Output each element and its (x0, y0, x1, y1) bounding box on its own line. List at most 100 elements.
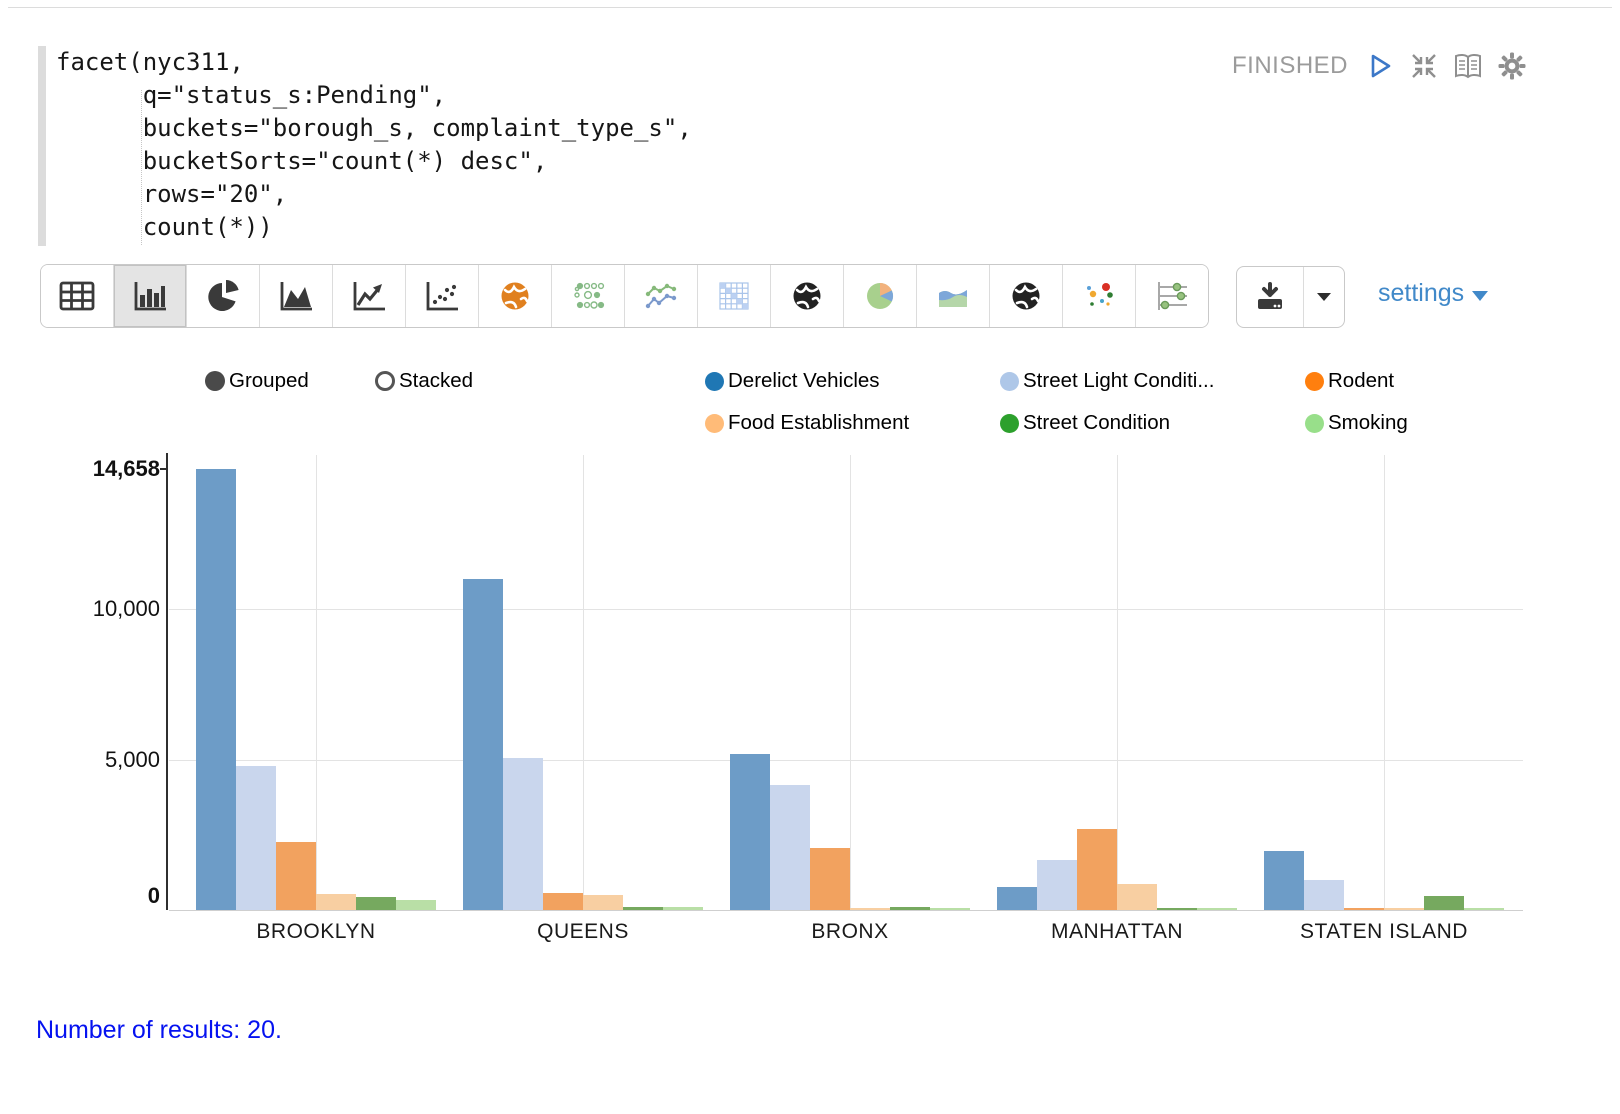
legend-item[interactable]: Street Light Conditi... (1000, 368, 1214, 394)
gear-icon (1497, 51, 1527, 81)
chart-bar[interactable] (236, 766, 276, 910)
area-colored-button[interactable] (917, 265, 990, 327)
area-chart-button[interactable] (260, 265, 333, 327)
globe-orange-icon (495, 279, 535, 313)
v-gridline (316, 455, 317, 910)
chart-bar[interactable] (1037, 860, 1077, 910)
slider-filter-button[interactable] (1136, 265, 1208, 327)
y-tick-label: 5,000 (104, 747, 160, 772)
chart-bar[interactable] (730, 754, 770, 910)
chart-bar[interactable] (850, 908, 890, 910)
indent-guide (141, 90, 142, 245)
chart-bar[interactable] (463, 579, 503, 910)
x-axis-label: BROOKLYN (256, 920, 376, 943)
download-caret-button[interactable] (1304, 267, 1344, 327)
chart-type-toolbar (40, 264, 1209, 328)
chevron-down-icon (1317, 293, 1331, 301)
globe-dark-button[interactable] (771, 265, 844, 327)
heatmap-button[interactable] (698, 265, 771, 327)
radio-stacked-icon (375, 371, 395, 391)
paragraph-status-row: FINISHED (1232, 48, 1527, 84)
globe-dark2-button[interactable] (990, 265, 1063, 327)
chart-bar[interactable] (930, 908, 970, 910)
play-icon (1365, 51, 1395, 81)
chart-bar[interactable] (356, 897, 396, 910)
dot-matrix-icon (568, 279, 608, 313)
dot-matrix-button[interactable] (552, 265, 625, 327)
collapse-button[interactable] (1409, 50, 1439, 82)
chart-bar[interactable] (543, 893, 583, 910)
book-icon (1452, 51, 1484, 81)
legend-item[interactable]: Smoking (1305, 410, 1408, 436)
y-tick-label: 0 (147, 883, 160, 908)
legend-item[interactable]: Derelict Vehicles (705, 368, 880, 394)
chart-bar[interactable] (997, 887, 1037, 910)
line-chart-button[interactable] (333, 265, 406, 327)
legend-swatch-icon (1305, 371, 1324, 391)
chart-bar[interactable] (1264, 851, 1304, 910)
chevron-down-icon (1472, 290, 1489, 301)
chart-bar[interactable] (890, 907, 930, 910)
radio-grouped-icon (205, 371, 225, 391)
area-colored-icon (933, 279, 973, 313)
chart-bar[interactable] (196, 469, 236, 910)
mode-option-grouped[interactable]: Grouped (205, 368, 309, 394)
play-button[interactable] (1365, 50, 1395, 82)
chart-bar[interactable] (1424, 896, 1464, 910)
pie-chart-button[interactable] (187, 265, 260, 327)
legend-item[interactable]: Street Condition (1000, 410, 1170, 436)
scatter-colored-button[interactable] (1063, 265, 1136, 327)
chart-bar[interactable] (1157, 908, 1197, 910)
legend-item[interactable]: Rodent (1305, 368, 1394, 394)
h-gridline (169, 609, 1523, 610)
code-gutter-bar (38, 46, 46, 246)
chart-bar[interactable] (770, 785, 810, 910)
table-button[interactable] (41, 265, 114, 327)
gear-button[interactable] (1497, 50, 1527, 82)
chart-bar[interactable] (396, 900, 436, 910)
scatter-colored-icon (1079, 279, 1119, 313)
chart-bar[interactable] (1464, 908, 1504, 910)
line-chart-icon (349, 279, 389, 313)
x-axis-line (169, 910, 1523, 911)
pie-chart-icon (203, 279, 243, 313)
bar-chart-button[interactable] (114, 265, 187, 327)
chart-bar[interactable] (1384, 908, 1424, 910)
chart-bar[interactable] (276, 842, 316, 910)
chart-bar[interactable] (623, 907, 663, 910)
legend-item[interactable]: Food Establishment (705, 410, 909, 436)
code-editor[interactable]: facet(nyc311, q="status_s:Pending", buck… (56, 48, 692, 241)
globe-orange-button[interactable] (479, 265, 552, 327)
mode-option-stacked[interactable]: Stacked (375, 368, 473, 394)
paragraph-top-border (8, 7, 1612, 8)
download-button[interactable] (1237, 267, 1304, 327)
chart-bar[interactable] (503, 758, 543, 910)
chart-bar[interactable] (316, 894, 356, 910)
status-badge: FINISHED (1232, 52, 1349, 79)
download-split-button (1236, 266, 1345, 328)
v-gridline (1384, 455, 1385, 910)
h-gridline (169, 760, 1523, 761)
chart-bar[interactable] (1304, 880, 1344, 910)
chart-bar[interactable] (663, 907, 703, 910)
chart-bar[interactable] (1117, 884, 1157, 910)
pie-colored-button[interactable] (844, 265, 917, 327)
chart-bar[interactable] (1077, 829, 1117, 910)
scatter-plot-button[interactable] (406, 265, 479, 327)
chart-bar[interactable] (810, 848, 850, 910)
chart-bar[interactable] (1197, 908, 1237, 910)
globe-dark2-icon (1006, 279, 1046, 313)
heatmap-icon (714, 279, 754, 313)
chart-bar[interactable] (1344, 908, 1384, 910)
x-axis-label: MANHATTAN (1050, 920, 1184, 943)
chart-bar[interactable] (583, 895, 623, 910)
bar-chart-icon (130, 279, 170, 313)
y-tick-label: 14,658 (92, 456, 160, 481)
y-tick-label: 10,000 (92, 596, 160, 621)
settings-link[interactable]: settings (1378, 279, 1489, 308)
book-button[interactable] (1453, 50, 1483, 82)
multi-line-chart-button[interactable] (625, 265, 698, 327)
collapse-icon (1409, 51, 1439, 81)
x-axis-label: BRONX (811, 920, 889, 943)
